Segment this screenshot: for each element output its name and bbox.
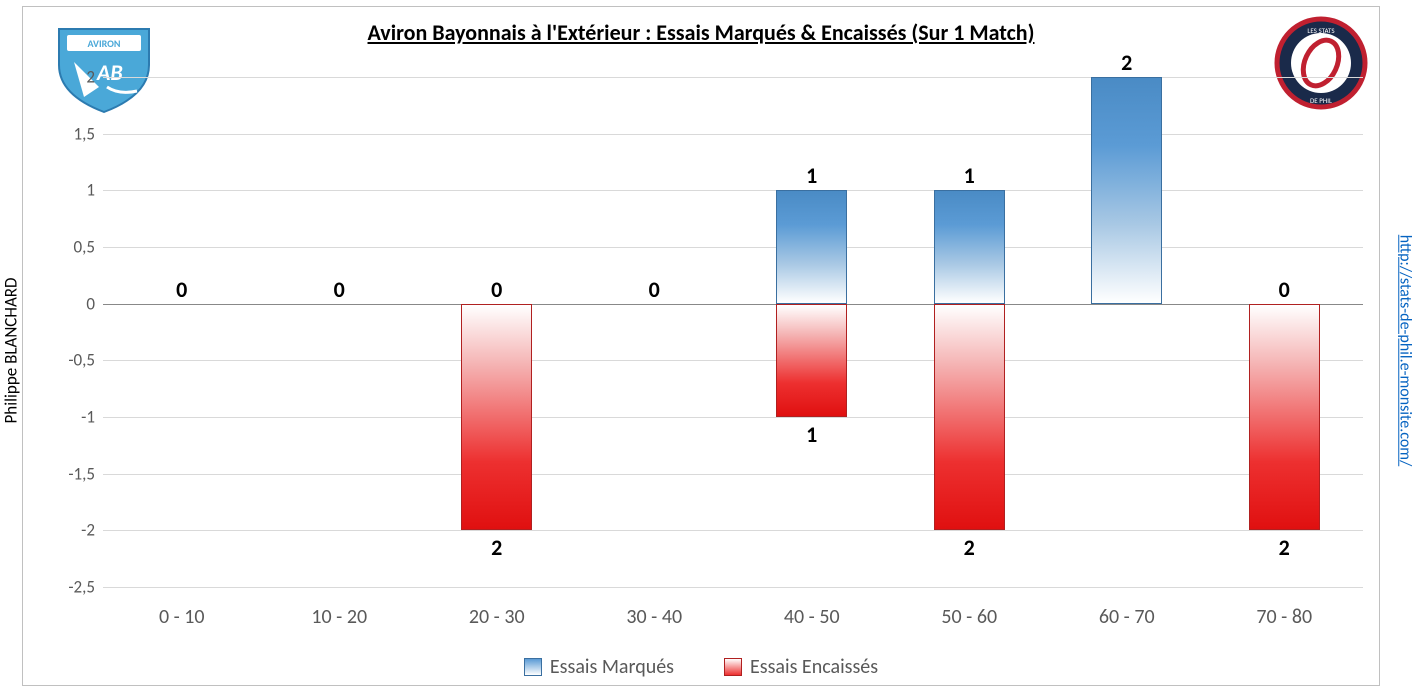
legend-label-encaisses: Essais Encaissés [750,655,878,679]
y-tick-label: 0 [35,293,95,314]
bar-marques [776,190,847,303]
gridline [103,360,1363,361]
legend-swatch-blue [524,658,542,676]
bar-label-encaisses: 1 [806,421,817,448]
y-tick-label: 1,5 [35,123,95,144]
bar-encaisses [934,304,1005,531]
gridline [103,134,1363,135]
y-tick-label: 1 [35,180,95,201]
gridline [103,530,1363,531]
author-text: Philippe BLANCHARD [1,277,22,423]
bar-encaisses [1249,304,1320,531]
gridline [103,190,1363,191]
x-tick-label: 70 - 80 [1256,605,1312,629]
x-tick-label: 50 - 60 [941,605,997,629]
source-link-container: http://stats-de-phil.e-monsite.com/ [1392,150,1418,550]
gridline [103,587,1363,588]
x-tick-label: 60 - 70 [1099,605,1155,629]
x-tick-label: 30 - 40 [626,605,682,629]
y-tick-label: -2,5 [35,577,95,598]
bar-label-marques: 2 [1121,49,1132,76]
legend-swatch-red [724,658,742,676]
gridline [103,247,1363,248]
bar-label-marques: 0 [649,276,660,303]
y-tick-label: -2 [35,520,95,541]
y-tick-label: 2 [35,67,95,88]
bar-label-marques: 0 [334,276,345,303]
bar-label-marques: 1 [964,162,975,189]
gridline [103,417,1363,418]
chart-title: Aviron Bayonnais à l'Extérieur : Essais … [23,19,1379,46]
bar-label-encaisses: 2 [491,534,502,561]
bar-marques [1091,77,1162,304]
y-tick-label: -0,5 [35,350,95,371]
x-tick-label: 0 - 10 [159,605,205,629]
legend-item-marques: Essais Marqués [524,655,674,679]
zero-line [103,304,1363,305]
legend-item-encaisses: Essais Encaissés [724,655,878,679]
svg-text:LES STATS: LES STATS [1307,26,1334,35]
legend-label-marques: Essais Marqués [550,655,674,679]
y-tick-label: 0,5 [35,237,95,258]
bar-label-marques: 0 [176,276,187,303]
bar-label-encaisses: 2 [1279,534,1290,561]
chart-frame: Aviron Bayonnais à l'Extérieur : Essais … [22,6,1380,686]
bar-label-marques: 0 [491,276,502,303]
bar-label-marques: 0 [1279,276,1290,303]
x-tick-label: 10 - 20 [311,605,367,629]
svg-text:AVIRON: AVIRON [87,37,120,50]
bar-label-marques: 1 [806,162,817,189]
y-tick-label: -1 [35,407,95,428]
bar-encaisses [776,304,847,417]
gridline [103,474,1363,475]
legend: Essais Marqués Essais Encaissés [23,655,1379,679]
bar-marques [934,190,1005,303]
bar-encaisses [461,304,532,531]
plot-area: 000201112202 [103,77,1363,587]
source-link[interactable]: http://stats-de-phil.e-monsite.com/ [1396,234,1415,466]
y-tick-label: -1,5 [35,463,95,484]
gridline [103,77,1363,78]
x-tick-label: 20 - 30 [469,605,525,629]
x-tick-label: 40 - 50 [784,605,840,629]
bar-label-encaisses: 2 [964,534,975,561]
